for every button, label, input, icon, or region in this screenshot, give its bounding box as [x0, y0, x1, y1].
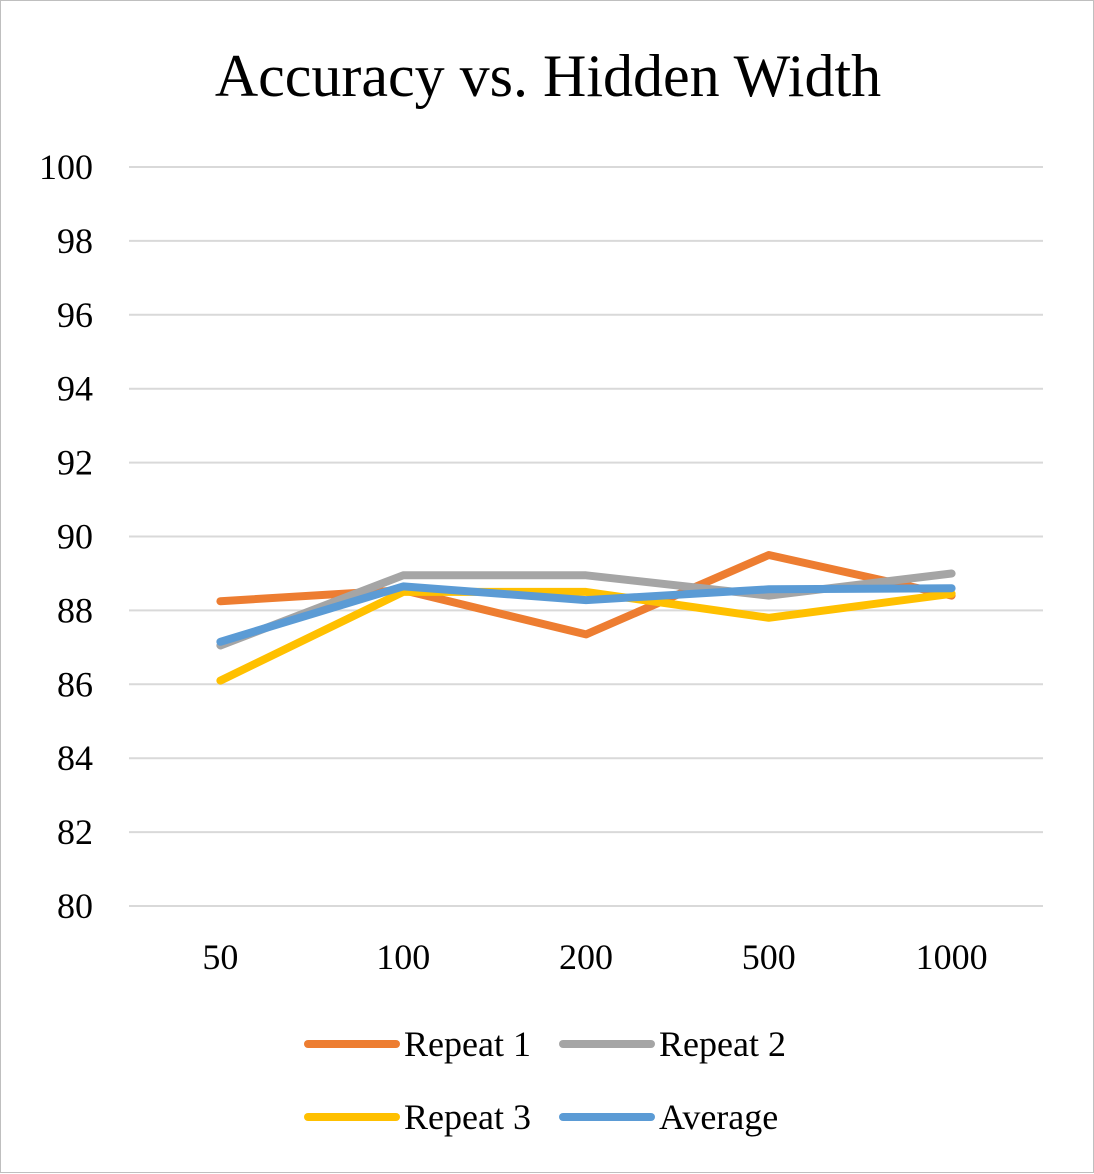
y-tick-label: 100 [39, 147, 93, 187]
y-tick-label: 86 [57, 664, 93, 704]
y-axis-tick-labels: 80 82 84 86 88 90 92 94 96 98 100 [39, 147, 93, 926]
series-line-average [216, 582, 956, 646]
x-tick-label: 100 [376, 937, 430, 977]
y-tick-label: 88 [57, 590, 93, 630]
y-tick-label: 82 [57, 812, 93, 852]
x-tick-label: 50 [202, 937, 238, 977]
x-tick-label: 1000 [916, 937, 988, 977]
legend-label: Repeat 2 [659, 1024, 786, 1064]
y-tick-label: 96 [57, 295, 93, 335]
legend-item-average: Average [559, 1097, 778, 1137]
x-tick-label: 500 [742, 937, 796, 977]
y-tick-label: 98 [57, 221, 93, 261]
y-tick-label: 92 [57, 443, 93, 483]
x-axis-tick-labels: 50 100 200 500 1000 [202, 937, 987, 977]
legend-item-repeat-3: Repeat 3 [304, 1097, 531, 1137]
y-tick-label: 90 [57, 517, 93, 557]
legend-label: Repeat 3 [404, 1097, 531, 1137]
series-lines [216, 551, 956, 685]
x-tick-label: 200 [559, 937, 613, 977]
gridlines [129, 166, 1043, 907]
legend-label: Average [659, 1097, 778, 1137]
legend-label: Repeat 1 [404, 1024, 531, 1064]
y-tick-label: 80 [57, 886, 93, 926]
chart-title: Accuracy vs. Hidden Width [215, 43, 881, 109]
y-tick-label: 84 [57, 738, 93, 778]
legend: Repeat 1 Repeat 2 Repeat 3 Average [304, 1024, 786, 1137]
series-line-repeat-3 [216, 587, 956, 685]
series-line-repeat-1 [216, 551, 956, 639]
legend-item-repeat-2: Repeat 2 [559, 1024, 786, 1064]
y-tick-label: 94 [57, 369, 93, 409]
legend-item-repeat-1: Repeat 1 [304, 1024, 531, 1064]
